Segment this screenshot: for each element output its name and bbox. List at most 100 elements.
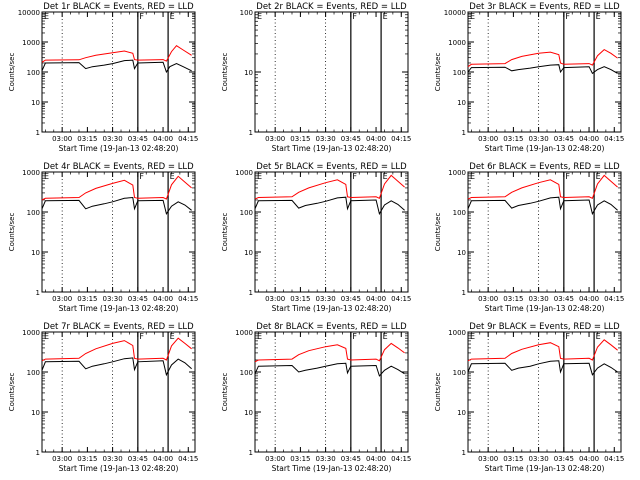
chart-title: Det 5r BLACK = Events, RED = LLD (256, 162, 407, 172)
x-tick-label: 03:00 (265, 295, 285, 303)
x-tick-label: 03:15 (77, 135, 97, 143)
series-events-line (467, 64, 618, 75)
y-tick-label: 100 (27, 69, 40, 77)
y-tick-label: 10 (244, 249, 253, 257)
x-tick-label: 04:15 (391, 455, 411, 463)
y-tick-label: 10 (31, 99, 40, 107)
y-tick-label: 1000 (235, 329, 253, 337)
series-lld-line (254, 174, 405, 200)
x-tick-label: 03:15 (290, 135, 310, 143)
y-tick-label: 100 (453, 209, 466, 217)
x-tick-label: 03:45 (128, 135, 148, 143)
series-lld-line (41, 175, 192, 201)
series-lld-line (467, 339, 618, 362)
x-tick-label: 04:00 (579, 455, 599, 463)
y-tick-label: 100 (240, 9, 253, 17)
y-tick-label: 100 (240, 369, 253, 377)
x-tick-label: 03:30 (103, 455, 123, 463)
marker-label-e: E (170, 12, 175, 21)
y-tick-label: 1 (36, 129, 40, 137)
y-tick-label: 10 (31, 249, 40, 257)
x-tick-label: 04:00 (366, 295, 386, 303)
x-tick-label: 03:00 (52, 455, 72, 463)
y-tick-label: 10 (31, 409, 40, 417)
x-tick-label: 03:45 (554, 135, 574, 143)
marker-label-f: F (352, 12, 357, 21)
y-tick-label: 10000 (444, 9, 466, 17)
chart-title: Det 7r BLACK = Events, RED = LLD (43, 322, 194, 332)
x-axis-label: Start Time (19-Jan-13 02:48:20) (59, 144, 179, 153)
x-tick-label: 04:15 (178, 455, 198, 463)
marker-label-e: E (383, 332, 388, 341)
x-tick-label: 03:45 (128, 295, 148, 303)
plot-frame (467, 171, 622, 293)
marker-label-start: E (44, 172, 49, 181)
x-tick-label: 03:30 (316, 295, 336, 303)
y-tick-label: 100 (453, 369, 466, 377)
x-tick-label: 03:45 (554, 455, 574, 463)
chart-title: Det 8r BLACK = Events, RED = LLD (256, 322, 407, 332)
x-tick-label: 03:45 (128, 455, 148, 463)
x-tick-label: 03:30 (103, 135, 123, 143)
x-tick-label: 03:15 (503, 135, 523, 143)
marker-label-e: E (383, 172, 388, 181)
y-tick-label: 10 (244, 409, 253, 417)
y-axis-label: Counts/sec (434, 53, 442, 92)
x-axis-label: Start Time (19-Jan-13 02:48:20) (272, 304, 392, 313)
x-axis-label: Start Time (19-Jan-13 02:48:20) (485, 304, 605, 313)
x-tick-label: 04:15 (604, 295, 624, 303)
y-tick-label: 10000 (18, 9, 40, 17)
x-tick-label: 03:30 (316, 455, 336, 463)
y-tick-label: 1 (36, 289, 40, 297)
marker-label-start: E (257, 172, 262, 181)
plot-frame (254, 331, 409, 453)
x-tick-label: 04:00 (579, 295, 599, 303)
marker-label-start: E (470, 12, 475, 21)
x-tick-label: 04:15 (391, 135, 411, 143)
y-tick-label: 10 (457, 99, 466, 107)
marker-label-e: E (596, 12, 601, 21)
marker-label-start: E (257, 12, 262, 21)
plot-frame (41, 11, 196, 133)
x-axis-label: Start Time (19-Jan-13 02:48:20) (59, 464, 179, 473)
panel-det-3: Det 3r BLACK = Events, RED = LLD 1 10 100 10… (434, 2, 624, 153)
marker-label-start: E (470, 172, 475, 181)
y-tick-label: 1 (249, 449, 253, 457)
y-tick-label: 1000 (448, 39, 466, 47)
marker-label-e: E (170, 172, 175, 181)
x-tick-label: 03:15 (290, 295, 310, 303)
x-tick-label: 03:15 (503, 295, 523, 303)
marker-label-f: F (352, 172, 357, 181)
series-events-line (41, 59, 192, 74)
y-tick-label: 1 (462, 129, 466, 137)
y-axis-label: Counts/sec (8, 213, 16, 252)
marker-label-f: F (139, 172, 144, 181)
marker-label-start: E (44, 12, 49, 21)
series-lld-line (467, 48, 618, 68)
y-axis-label: Counts/sec (434, 213, 442, 252)
chart-title: Det 4r BLACK = Events, RED = LLD (43, 162, 194, 172)
marker-label-f: F (565, 332, 570, 341)
plot-frame (467, 11, 622, 133)
x-tick-label: 03:30 (316, 135, 336, 143)
x-tick-label: 04:15 (391, 295, 411, 303)
x-tick-label: 03:45 (341, 295, 361, 303)
x-tick-label: 03:30 (529, 455, 549, 463)
x-tick-label: 03:45 (341, 455, 361, 463)
y-tick-label: 1000 (448, 169, 466, 177)
chart-title: Det 1r BLACK = Events, RED = LLD (43, 2, 194, 12)
x-tick-label: 03:45 (341, 135, 361, 143)
y-tick-label: 1 (249, 129, 253, 137)
y-tick-label: 1 (462, 289, 466, 297)
y-tick-label: 100 (453, 69, 466, 77)
chart-title: Det 6r BLACK = Events, RED = LLD (469, 162, 620, 172)
x-tick-label: 03:00 (478, 455, 498, 463)
y-tick-label: 1000 (22, 169, 40, 177)
marker-label-start: E (44, 332, 49, 341)
y-tick-label: 1000 (22, 39, 40, 47)
y-axis-label: Counts/sec (8, 53, 16, 92)
marker-label-e: E (596, 172, 601, 181)
marker-label-f: F (565, 172, 570, 181)
chart-title: Det 9r BLACK = Events, RED = LLD (469, 322, 620, 332)
marker-label-f: F (139, 12, 144, 21)
